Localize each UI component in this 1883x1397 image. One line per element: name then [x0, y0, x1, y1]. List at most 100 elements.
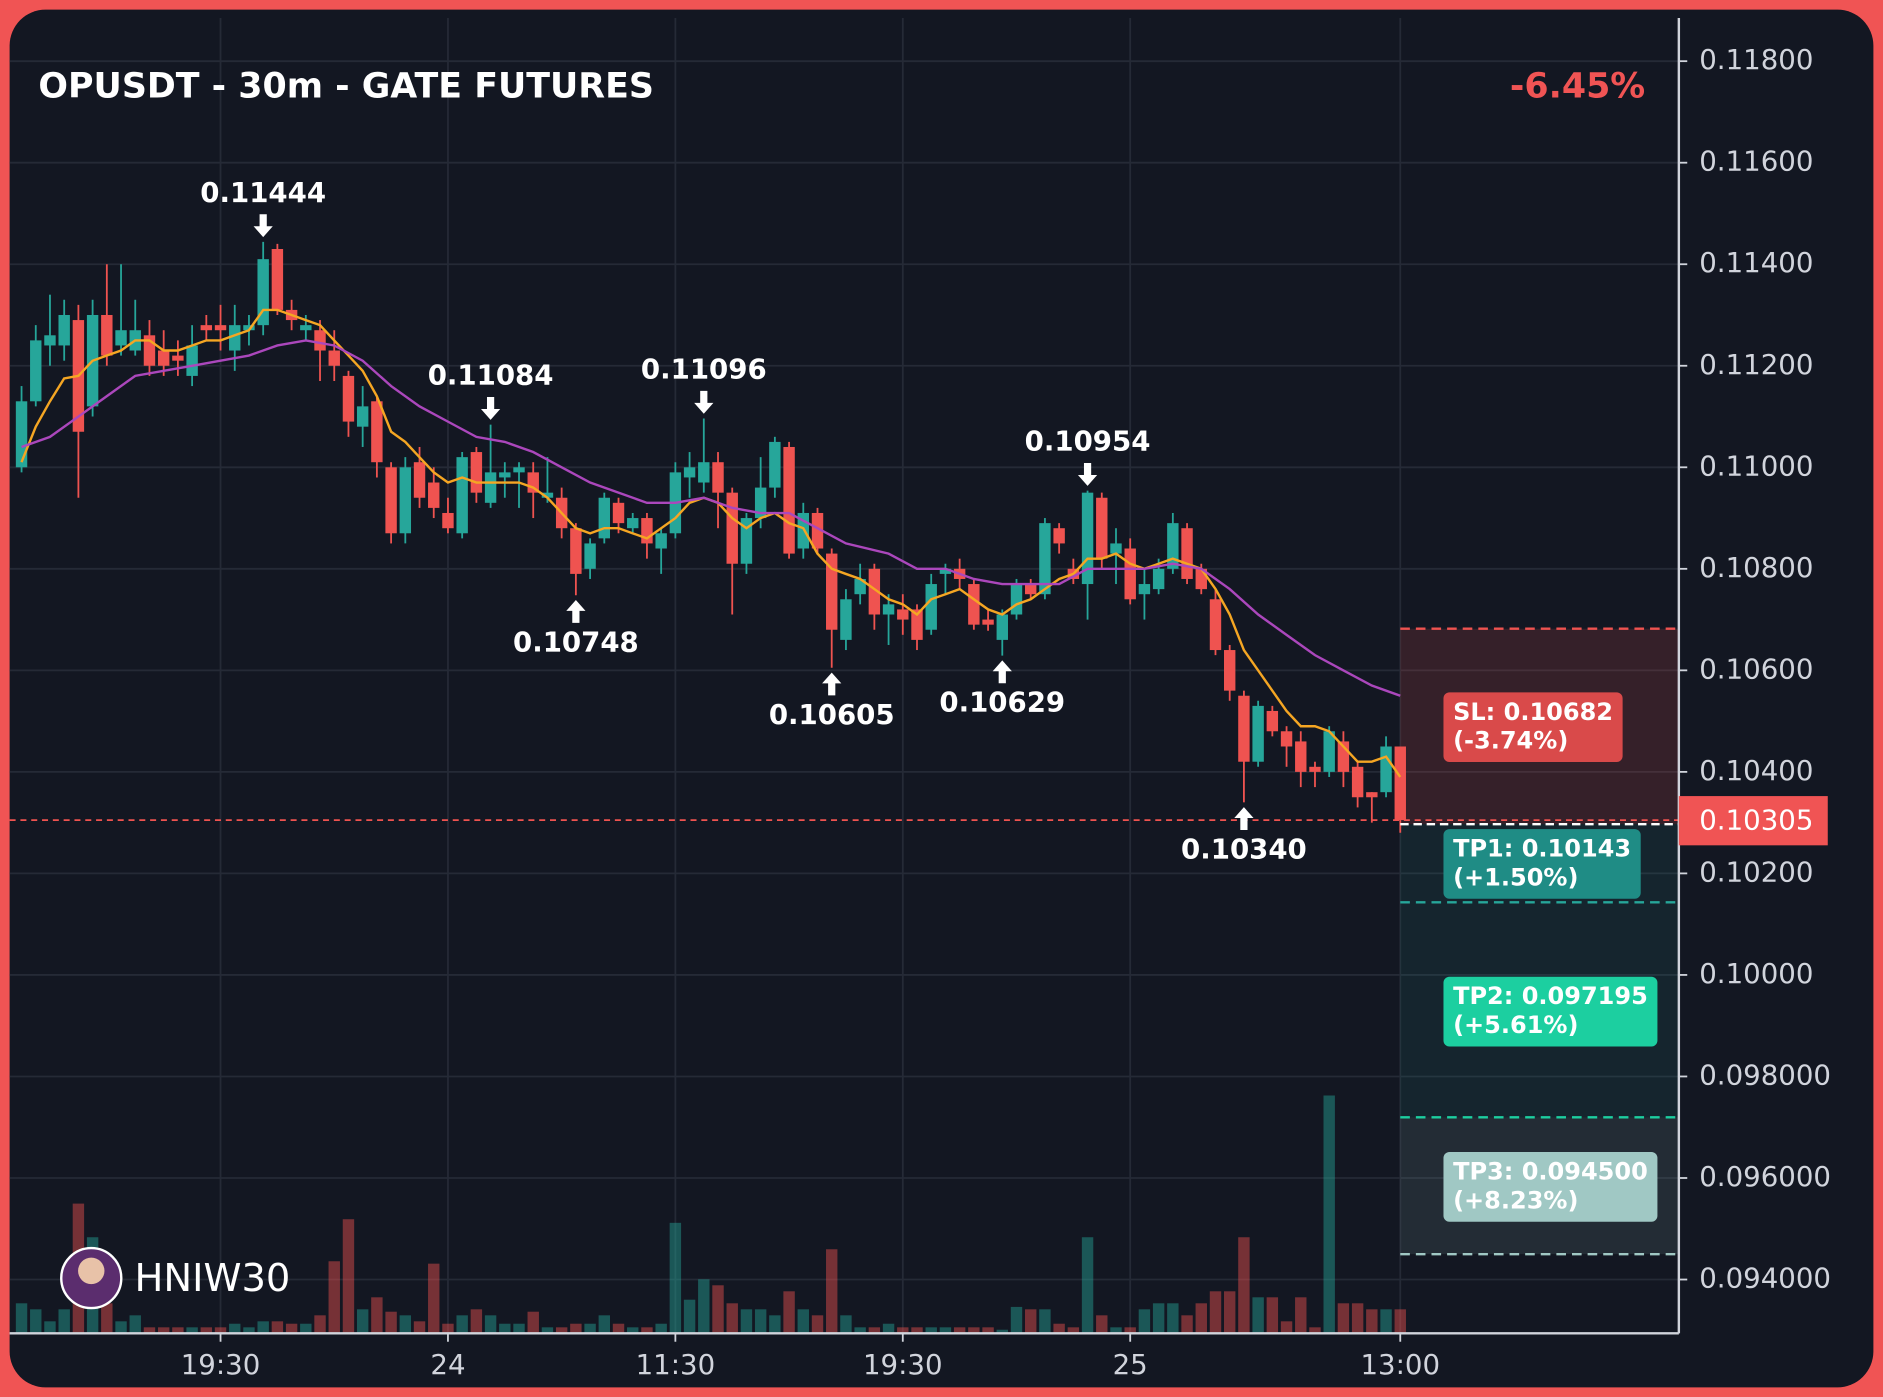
volume-bar: [484, 1315, 497, 1334]
candle-body: [200, 325, 213, 331]
pivot-label: 0.10629: [939, 686, 1065, 719]
candle-body: [1025, 584, 1037, 595]
pivot-arrow: [480, 397, 501, 420]
pivot-arrow: [566, 600, 586, 623]
volume-bar: [1337, 1303, 1350, 1334]
volume-bar: [811, 1315, 824, 1334]
pivot-arrow: [992, 660, 1012, 684]
volume-bar: [399, 1315, 412, 1334]
volume-bar: [1067, 1327, 1080, 1334]
candle-body: [740, 518, 753, 564]
candle-body: [470, 452, 483, 493]
y-tick-label: 0.10200: [1699, 855, 1813, 888]
candle-body: [811, 512, 824, 549]
candle-body: [385, 467, 397, 534]
candle-body: [882, 604, 895, 615]
candle-body: [1138, 584, 1151, 595]
volume-bar: [1209, 1291, 1222, 1334]
volume-bar: [527, 1311, 539, 1334]
volume-bar: [627, 1327, 639, 1334]
volume-bar: [1309, 1327, 1321, 1334]
volume-bar: [1295, 1297, 1307, 1334]
volume-bar: [570, 1323, 582, 1334]
candle-body: [513, 467, 525, 473]
y-tick-label: 0.11400: [1699, 246, 1813, 279]
volume-bar: [726, 1303, 738, 1334]
plot: SL: 0.10682(-3.74%) TP1: 0.10143(+1.50%) T…: [9, 18, 1679, 1334]
volume-bar: [1181, 1315, 1193, 1334]
volume-bar: [769, 1315, 781, 1334]
volume-bar: [1351, 1303, 1364, 1334]
candle-body: [968, 584, 980, 625]
candle-body: [925, 584, 937, 630]
y-tick-label: 0.11800: [1699, 43, 1813, 76]
volume-bar: [30, 1309, 42, 1334]
volume-bar: [285, 1323, 298, 1334]
moving-average: [21, 339, 1401, 697]
volume-bar: [513, 1323, 525, 1334]
volume-bar: [328, 1261, 340, 1334]
last-price-tag: [1678, 796, 1828, 846]
volume-bar: [1323, 1095, 1335, 1334]
volume-bar: [428, 1263, 440, 1334]
level-box: [1443, 976, 1658, 1047]
candle-body: [44, 335, 56, 346]
candle-body: [641, 518, 653, 544]
candle-body: [413, 462, 426, 498]
candle-body: [1309, 766, 1321, 772]
volume-bar: [1053, 1323, 1065, 1334]
candle-body: [15, 401, 28, 468]
pivot-label: 0.10340: [1181, 832, 1307, 865]
volume-bar: [826, 1249, 838, 1334]
chart-title: OPUSDT - 30m - GATE FUTURES: [38, 67, 654, 107]
avatar-face: [78, 1257, 105, 1285]
candle-body: [257, 259, 269, 326]
volume-bar: [953, 1327, 966, 1334]
volume-bar: [598, 1315, 611, 1334]
candle-body: [1295, 741, 1307, 772]
volume-bar: [44, 1321, 56, 1334]
level-box: [1443, 1152, 1658, 1222]
volume-bar: [356, 1309, 369, 1334]
volume-bar: [229, 1323, 241, 1334]
candle-body: [229, 325, 241, 351]
candle-body: [1280, 731, 1293, 747]
x-tick-label: 13:00: [1360, 1348, 1440, 1381]
watermark: HNIW30: [135, 1256, 291, 1301]
level-label: SL: 0.10682: [1453, 698, 1613, 726]
candle-body: [1181, 528, 1193, 579]
volume-bar: [1195, 1303, 1207, 1334]
volume-bar: [456, 1315, 468, 1334]
volume-bar: [982, 1327, 994, 1334]
volume-bar: [996, 1329, 1008, 1334]
candle-body: [1351, 766, 1364, 798]
volume-bar: [1167, 1303, 1179, 1334]
candle-body: [627, 518, 639, 529]
volume-bar: [186, 1327, 198, 1334]
candle-body: [399, 467, 412, 534]
candle-body: [769, 441, 781, 488]
y-tick-label: 0.11200: [1699, 348, 1813, 381]
volume-bar: [1124, 1327, 1136, 1334]
pivot-label: 0.10748: [513, 625, 639, 658]
volume-bar: [641, 1327, 653, 1334]
volume-bar: [698, 1279, 710, 1334]
candle-body: [854, 578, 866, 595]
chart-background: [9, 9, 1874, 1388]
volume-bar: [58, 1309, 70, 1334]
volume-bar: [754, 1309, 767, 1334]
pivot-label: 0.10605: [769, 698, 895, 731]
y-tick-label: 0.10800: [1699, 551, 1813, 584]
level-note: (+8.23%): [1453, 1186, 1578, 1214]
pivot-arrow: [1234, 807, 1254, 830]
candle-body: [982, 619, 994, 625]
volume-bar: [470, 1309, 483, 1334]
y-tick-label: 0.10000: [1699, 957, 1813, 990]
pivot-arrow: [253, 214, 273, 238]
candle-body: [584, 543, 596, 569]
volume-bar: [15, 1303, 28, 1334]
volume-bar: [1025, 1309, 1037, 1334]
candle-body: [243, 325, 255, 331]
pivot-arrow: [1077, 463, 1098, 486]
volume-bar: [1238, 1237, 1250, 1334]
